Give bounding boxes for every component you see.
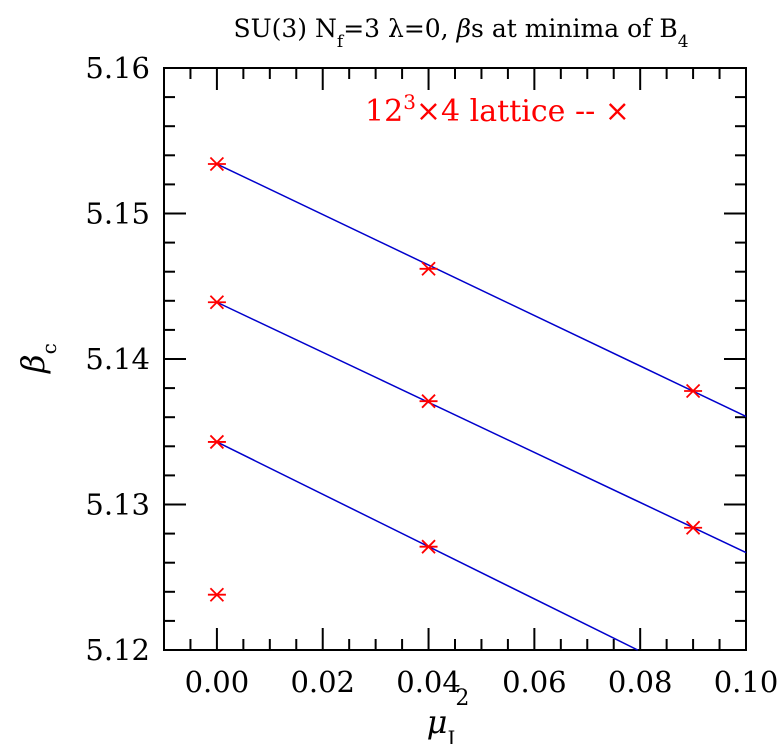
legend-marker: × (605, 94, 630, 129)
x-tick-label: 0.08 (608, 665, 673, 699)
legend-entry: 123×4 lattice -- × (365, 90, 630, 129)
fit-line (216, 163, 747, 418)
y-tick-label: 5.16 (85, 51, 150, 85)
x-tick-labels: 0.00 0.02 0.04 0.06 0.08 0.10 (185, 665, 779, 699)
data-points (207, 156, 703, 602)
data-point (684, 383, 703, 399)
axis-ticks (163, 67, 747, 651)
y-tick-label: 5.13 (85, 488, 150, 522)
y-axis-label: βc (14, 343, 61, 374)
data-point (419, 539, 438, 554)
y-tick-label: 5.15 (85, 197, 150, 231)
chart-title: SU(3) Nf=3 λ=0, βs at minima of B4 (233, 14, 688, 52)
y-tick-label: 5.14 (85, 342, 150, 376)
plot-frame (163, 67, 747, 651)
data-point (207, 434, 226, 450)
data-point (419, 261, 438, 276)
y-tick-label: 5.12 (85, 633, 150, 667)
x-tick-label: 0.02 (290, 665, 355, 699)
x-axis-label: μI2 (427, 686, 470, 744)
fit-lines (216, 163, 747, 651)
data-point (207, 295, 226, 310)
y-tick-labels: 5.12 5.13 5.14 5.15 5.16 (85, 51, 150, 667)
data-point (419, 394, 438, 409)
x-tick-label: 0.06 (502, 665, 567, 699)
data-point (684, 520, 703, 535)
data-point (207, 156, 226, 172)
fit-line (216, 301, 747, 554)
x-tick-label: 0.04 (396, 665, 461, 699)
x-tick-label: 0.10 (714, 665, 779, 699)
x-tick-label: 0.00 (185, 665, 250, 699)
data-point (207, 587, 226, 602)
